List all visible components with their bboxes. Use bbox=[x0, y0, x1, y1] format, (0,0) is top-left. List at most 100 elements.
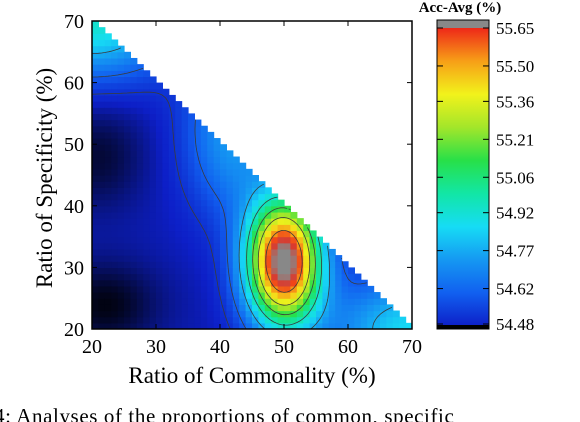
contour-cell bbox=[92, 88, 99, 96]
contour-cell bbox=[124, 298, 131, 305]
contour-cell bbox=[290, 298, 298, 305]
contour-cell bbox=[271, 224, 279, 232]
contour-cell bbox=[175, 187, 183, 195]
contour-cell bbox=[168, 310, 176, 318]
contour-cell bbox=[264, 236, 272, 244]
contour-cell bbox=[200, 292, 208, 299]
contour-cell bbox=[258, 187, 266, 195]
contour-cell bbox=[181, 236, 189, 244]
contour-cell bbox=[136, 261, 144, 268]
contour-cell bbox=[124, 119, 131, 127]
contour-cell bbox=[309, 267, 317, 275]
contour-cell bbox=[239, 267, 247, 275]
contour-cell bbox=[156, 316, 163, 324]
contour-cell bbox=[258, 211, 266, 219]
contour-cell bbox=[124, 242, 131, 250]
contour-cell bbox=[168, 193, 176, 201]
contour-cell bbox=[264, 193, 272, 201]
contour-cell bbox=[111, 230, 119, 238]
contour-cell bbox=[213, 242, 221, 250]
contour-cell bbox=[104, 131, 112, 139]
contour-cell bbox=[98, 107, 106, 114]
contour-cell bbox=[130, 304, 138, 312]
contour-cell bbox=[149, 273, 157, 281]
contour-cell bbox=[92, 125, 99, 133]
contour-cell bbox=[98, 224, 106, 232]
contour-cell bbox=[130, 236, 138, 244]
contour-cell bbox=[213, 236, 221, 244]
contour-cell bbox=[277, 242, 285, 250]
contour-cell bbox=[392, 310, 400, 318]
contour-cell bbox=[143, 156, 151, 164]
contour-cell bbox=[117, 316, 125, 324]
contour-cell bbox=[335, 267, 343, 275]
contour-cell bbox=[200, 131, 208, 139]
contour-cell bbox=[399, 322, 407, 329]
contour-cell bbox=[309, 292, 317, 299]
contour-cell bbox=[200, 193, 208, 201]
contour-cell bbox=[111, 150, 119, 158]
contour-cell bbox=[143, 292, 151, 299]
contour-cell bbox=[290, 236, 298, 244]
contour-cell bbox=[149, 285, 157, 293]
contour-cell bbox=[316, 248, 323, 256]
contour-cell bbox=[220, 181, 227, 188]
contour-cell bbox=[341, 316, 349, 324]
contour-cell bbox=[335, 292, 343, 299]
contour-cell bbox=[98, 27, 106, 34]
contour-cell bbox=[194, 261, 202, 268]
contour-cell bbox=[200, 316, 208, 324]
contour-cell bbox=[117, 310, 125, 318]
contour-cell bbox=[111, 205, 119, 213]
contour-cell bbox=[220, 242, 227, 250]
contour-cell bbox=[181, 261, 189, 268]
contour-cell bbox=[194, 125, 202, 133]
contour-cell bbox=[168, 138, 176, 145]
contour-cell bbox=[104, 76, 112, 84]
contour-cell bbox=[239, 162, 247, 170]
contour-cell bbox=[213, 175, 221, 182]
contour-cell bbox=[207, 230, 215, 238]
contour-cell bbox=[168, 304, 176, 312]
contour-cell bbox=[143, 70, 151, 78]
contour-cell bbox=[232, 285, 240, 293]
contour-cell bbox=[252, 218, 259, 225]
contour-cell bbox=[200, 199, 208, 207]
contour-cell bbox=[277, 236, 285, 244]
contour-cell bbox=[309, 255, 317, 262]
contour-cell bbox=[284, 230, 291, 238]
contour-cell bbox=[220, 150, 227, 158]
contour-cell bbox=[162, 107, 170, 114]
contour-cell bbox=[207, 175, 215, 182]
caption-text: 4: Analyses of the proportions of common… bbox=[0, 404, 455, 422]
contour-cell bbox=[239, 261, 247, 268]
contour-cell bbox=[328, 285, 336, 293]
contour-cell bbox=[252, 292, 259, 299]
contour-cell bbox=[117, 261, 125, 268]
contour-cell bbox=[175, 168, 183, 176]
contour-cell bbox=[162, 113, 170, 121]
contour-cell bbox=[136, 150, 144, 158]
contour-cell bbox=[207, 162, 215, 170]
contour-cell bbox=[130, 144, 138, 151]
contour-cell bbox=[136, 298, 144, 305]
contour-cell bbox=[200, 224, 208, 232]
contour-cell bbox=[296, 279, 304, 287]
contour-cell bbox=[226, 273, 234, 281]
contour-cell bbox=[98, 181, 106, 188]
contour-cell bbox=[252, 248, 259, 256]
contour-cell bbox=[258, 261, 266, 268]
contour-cell bbox=[258, 310, 266, 318]
contour-cell bbox=[264, 304, 272, 312]
contour-cell bbox=[130, 193, 138, 201]
contour-cell bbox=[104, 187, 112, 195]
contour-cell bbox=[348, 285, 355, 293]
contour-cell bbox=[239, 255, 247, 262]
contour-cell bbox=[360, 310, 368, 318]
contour-cell bbox=[104, 82, 112, 90]
contour-cell bbox=[168, 199, 176, 207]
contour-cell bbox=[188, 310, 195, 318]
contour-cell bbox=[284, 242, 291, 250]
contour-cell bbox=[149, 248, 157, 256]
contour-cell bbox=[162, 150, 170, 158]
